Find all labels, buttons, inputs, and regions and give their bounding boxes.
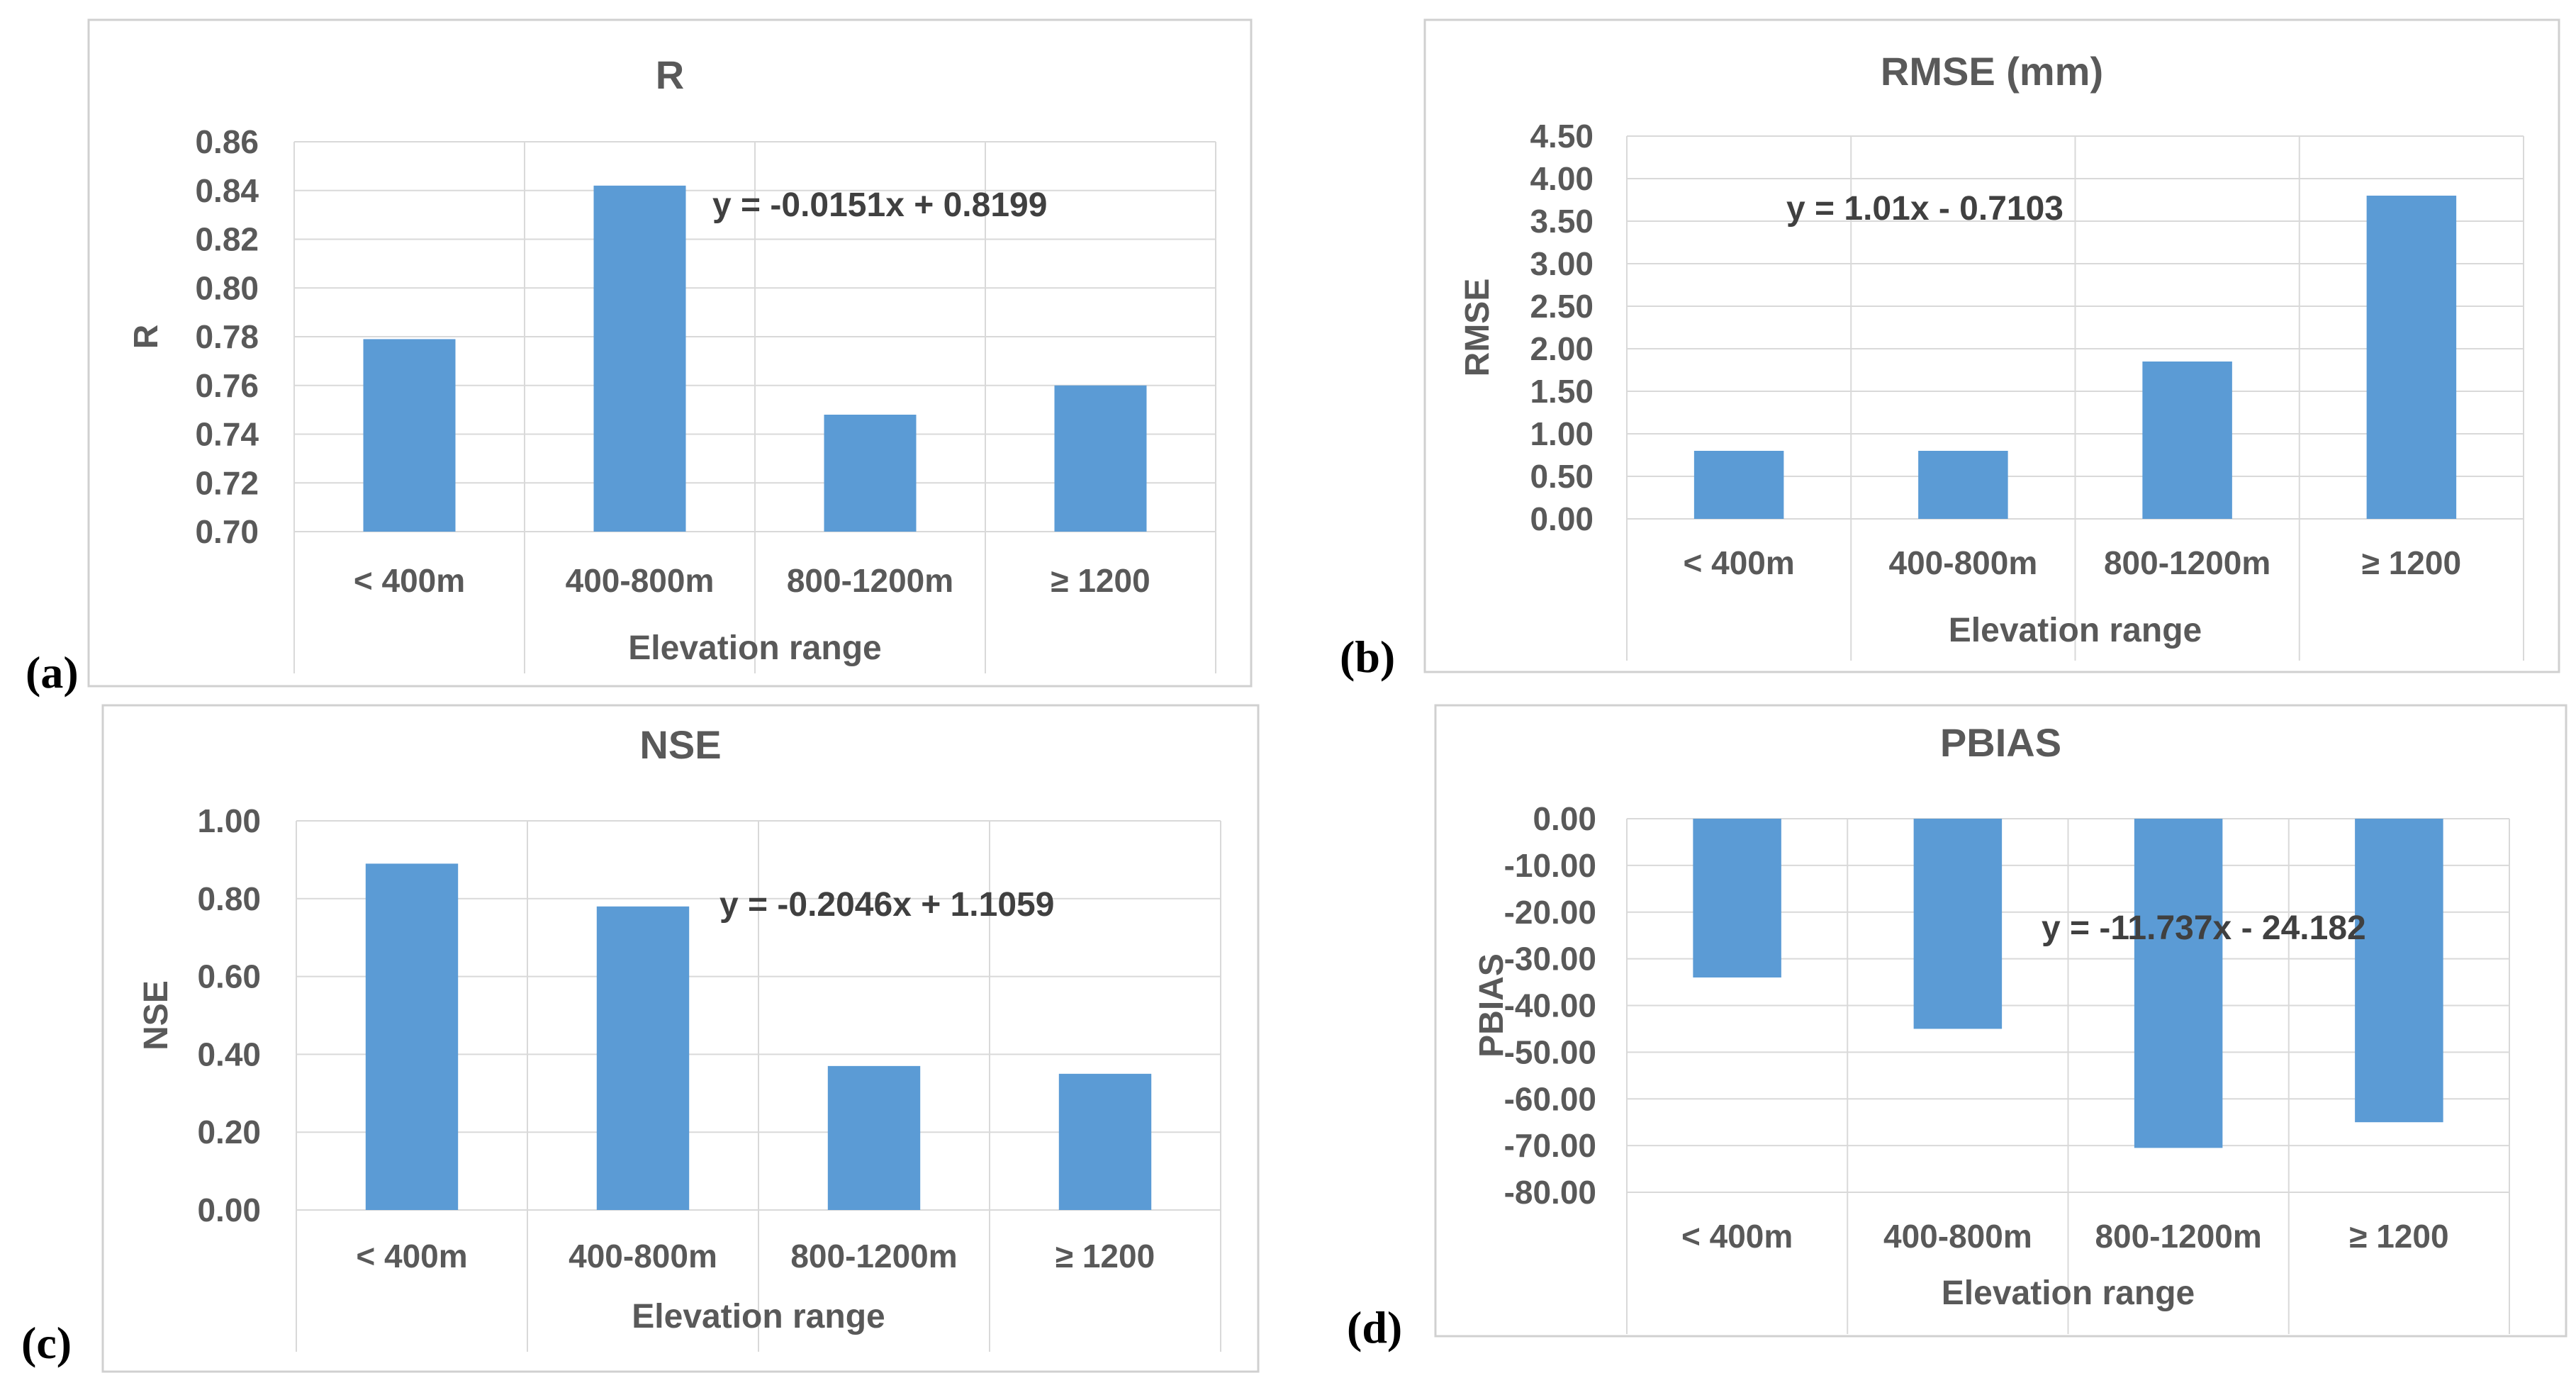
x-axis-label: Elevation range bbox=[632, 1298, 885, 1335]
trendline-equation: y = 1.01x - 0.7103 bbox=[1786, 190, 2063, 228]
chart-title: R bbox=[656, 52, 684, 97]
chart-panel-nse: NSE 0.00 0.20 0.40 0.60 0.80 1.00 < 400m 400-800… bbox=[0, 695, 1276, 1395]
y-tick-label: 0.60 bbox=[197, 958, 261, 995]
x-tick-label: 400-800m bbox=[1889, 544, 2038, 581]
bar-2 bbox=[1913, 819, 2003, 1029]
bar-1 bbox=[363, 339, 456, 532]
y-tick-label: 0.84 bbox=[195, 172, 259, 209]
x-tick-label: 800-1200m bbox=[787, 562, 953, 599]
bar-4 bbox=[2366, 196, 2457, 519]
y-tick-label: 3.50 bbox=[1530, 203, 1594, 240]
chart-rmse: RMSE (mm) 0.00 0.50 1.00 1.50 2.00 2.50 3.00 3.5… bbox=[1423, 18, 2560, 673]
y-tick-label: 0.70 bbox=[195, 513, 259, 550]
bar-1 bbox=[1693, 451, 1784, 519]
bar-4 bbox=[1054, 385, 1147, 532]
panel-label-c: (c) bbox=[21, 1318, 72, 1368]
x-tick-label: 400-800m bbox=[566, 562, 715, 599]
x-tick-label: < 400m bbox=[1683, 544, 1794, 581]
y-tick-label: 0.50 bbox=[1530, 458, 1594, 495]
x-tick-label: ≥ 1200 bbox=[1055, 1238, 1155, 1274]
chart-nse: NSE 0.00 0.20 0.40 0.60 0.80 1.00 < 400m 400-800… bbox=[101, 704, 1260, 1373]
y-tick-label: -20.00 bbox=[1504, 894, 1596, 931]
chart-panel-pbias: PBIAS -80.00 -70.00 -60.00 -50.00 -40.00 -30.0… bbox=[1333, 695, 2576, 1395]
x-tick-label: 400-800m bbox=[569, 1238, 717, 1274]
y-tick-label: 3.00 bbox=[1530, 245, 1594, 282]
bar-2 bbox=[596, 906, 690, 1210]
y-tick-label: 0.86 bbox=[195, 123, 259, 160]
y-tick-label: 0.00 bbox=[1533, 800, 1596, 837]
bar-1 bbox=[1693, 819, 1781, 977]
bar-2 bbox=[1918, 451, 2008, 519]
trendline-equation: y = -0.0151x + 0.8199 bbox=[712, 186, 1047, 224]
trendline-equation: y = -0.2046x + 1.1059 bbox=[719, 886, 1054, 924]
y-tick-label: 0.00 bbox=[197, 1192, 261, 1228]
x-tick-label: 800-1200m bbox=[2104, 544, 2270, 581]
y-tick-label: -70.00 bbox=[1504, 1127, 1596, 1164]
y-tick-label: 0.78 bbox=[195, 318, 259, 355]
y-tick-label: 0.72 bbox=[195, 464, 259, 501]
y-tick-label: 4.50 bbox=[1530, 118, 1594, 155]
y-axis-label: RMSE bbox=[1459, 279, 1496, 377]
y-tick-label: 1.00 bbox=[197, 802, 261, 839]
chart-title: PBIAS bbox=[1940, 720, 2061, 765]
x-tick-label: 400-800m bbox=[1883, 1218, 2032, 1255]
y-axis-label: R bbox=[128, 325, 165, 349]
x-axis-label: Elevation range bbox=[1942, 1274, 2195, 1312]
y-tick-label: 0.76 bbox=[195, 367, 259, 404]
x-tick-label: ≥ 1200 bbox=[1051, 562, 1150, 599]
y-axis-label: NSE bbox=[138, 980, 175, 1051]
y-tick-label: 2.50 bbox=[1530, 288, 1594, 325]
panel-label-d: (d) bbox=[1347, 1302, 1403, 1352]
y-tick-label: 0.80 bbox=[195, 269, 259, 306]
x-tick-label: < 400m bbox=[1681, 1218, 1793, 1255]
x-tick-label: 800-1200m bbox=[2095, 1218, 2261, 1255]
bar-3 bbox=[2134, 819, 2223, 1148]
chart-panel-r: R 0.70 0.72 0.74 0.76 0.78 0.80 0.82 0.84 0.86 < 4… bbox=[0, 0, 1276, 698]
bar-1 bbox=[365, 863, 459, 1210]
y-tick-label: 1.00 bbox=[1530, 415, 1594, 452]
y-tick-label: 4.00 bbox=[1530, 160, 1594, 197]
chart-r: R 0.70 0.72 0.74 0.76 0.78 0.80 0.82 0.84 0.86 < 4… bbox=[87, 18, 1253, 688]
x-axis-label: Elevation range bbox=[628, 629, 881, 667]
y-tick-label: -30.00 bbox=[1504, 941, 1596, 977]
trendline-equation: y = -11.737x - 24.182 bbox=[2042, 909, 2366, 947]
y-tick-label: 0.40 bbox=[197, 1036, 261, 1072]
y-axis-label: PBIAS bbox=[1473, 953, 1511, 1058]
y-tick-label: -10.00 bbox=[1504, 847, 1596, 884]
y-tick-label: -40.00 bbox=[1504, 987, 1596, 1024]
panel-label-b: (b) bbox=[1340, 632, 1396, 682]
y-tick-label: -50.00 bbox=[1504, 1033, 1596, 1070]
x-axis-label: Elevation range bbox=[1949, 612, 2202, 649]
bar-2 bbox=[593, 185, 686, 532]
x-tick-label: ≥ 1200 bbox=[2362, 544, 2461, 581]
chart-title: NSE bbox=[639, 722, 721, 767]
panel-label-a: (a) bbox=[26, 647, 79, 698]
y-tick-label: 1.50 bbox=[1530, 373, 1594, 410]
y-tick-label: 0.20 bbox=[197, 1114, 261, 1150]
y-tick-label: 0.80 bbox=[197, 880, 261, 917]
y-tick-label: 0.74 bbox=[195, 416, 259, 453]
bar-3 bbox=[2142, 362, 2232, 519]
bar-4 bbox=[1058, 1073, 1152, 1210]
bar-3 bbox=[827, 1065, 921, 1210]
x-tick-label: < 400m bbox=[356, 1238, 467, 1274]
y-tick-label: 0.00 bbox=[1530, 500, 1594, 537]
y-tick-label: 2.00 bbox=[1530, 330, 1594, 367]
x-tick-label: 800-1200m bbox=[790, 1238, 957, 1274]
y-tick-label: 0.82 bbox=[195, 221, 259, 258]
y-tick-label: -60.00 bbox=[1504, 1080, 1596, 1117]
y-tick-label: -80.00 bbox=[1504, 1174, 1596, 1211]
chart-panel-rmse: RMSE (mm) 0.00 0.50 1.00 1.50 2.00 2.50 3.00 3.5… bbox=[1333, 0, 2576, 695]
chart-pbias: PBIAS -80.00 -70.00 -60.00 -50.00 -40.00 -30.0… bbox=[1434, 704, 2567, 1338]
chart-title: RMSE (mm) bbox=[1881, 49, 2103, 94]
x-tick-label: ≥ 1200 bbox=[2349, 1218, 2448, 1255]
x-tick-label: < 400m bbox=[354, 562, 465, 599]
bar-4 bbox=[2355, 819, 2443, 1123]
bar-3 bbox=[824, 415, 917, 532]
